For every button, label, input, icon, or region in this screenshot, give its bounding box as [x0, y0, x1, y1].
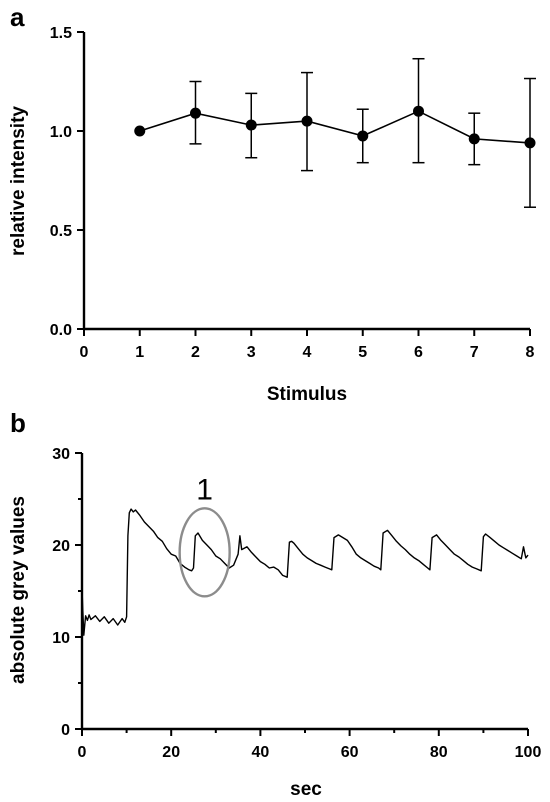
panel-a-axes: 0.0 0.5 1.0 1.5 0 1 2 3 4 5 6 7 8: [50, 25, 535, 361]
panel-b-annotation-ellipse: [178, 507, 231, 598]
panel-a-xlabel: Stimulus: [267, 384, 347, 405]
panel-a-xtick-label: 5: [358, 344, 367, 361]
panel-a-ytick-label: 0.0: [50, 322, 72, 339]
panel-b-xlabel: sec: [290, 779, 322, 800]
panel-b-chart: b absolute grey values sec 0 10 20 30 0 20 40 6…: [8, 408, 541, 800]
panel-b-letter: b: [10, 408, 26, 438]
panel-b-ylabel: absolute grey values: [8, 496, 29, 684]
panel-a-xtick-label: 8: [526, 344, 535, 361]
panel-a-ylabel: relative intensity: [8, 106, 29, 256]
panel-a-chart: a relative intensity Stimulus 0.0 0.5 1.0 1…: [8, 2, 536, 405]
panel-a-data-point: [245, 119, 257, 131]
panel-b-ytick-label: 30: [52, 446, 70, 463]
panel-a-data-point: [134, 125, 146, 137]
panel-a-xtick-label: 6: [414, 344, 423, 361]
panel-a-series-line: [139, 110, 531, 144]
panel-a-letter: a: [10, 2, 25, 32]
panel-a-ytick-label: 0.5: [50, 223, 72, 240]
panel-b-ytick-label: 20: [52, 538, 70, 555]
panel-b-xtick-label: 40: [252, 744, 270, 761]
panel-a-xtick-label: 7: [470, 344, 479, 361]
panel-b-xtick-label: 100: [515, 744, 542, 761]
panel-a-xtick-label: 1: [135, 344, 144, 361]
panel-a-data-point: [357, 130, 369, 142]
panel-a-data-point: [301, 115, 313, 127]
panel-b-ytick-label: 0: [61, 722, 70, 739]
panel-b-xtick-label: 60: [341, 744, 359, 761]
panel-b-ytick-label: 10: [52, 630, 70, 647]
panel-b-xtick-label: 80: [430, 744, 448, 761]
panel-a-marks: [134, 57, 536, 208]
panel-a-data-point: [190, 107, 201, 119]
panel-a-ytick-label: 1.5: [50, 25, 72, 42]
panel-b-annotation-label: 1: [196, 473, 213, 506]
panel-a-xtick-label: 0: [80, 344, 89, 361]
panel-a-xtick-label: 4: [303, 344, 312, 361]
panel-b-marks: 1: [81, 473, 529, 636]
panel-a-ytick-label: 1.0: [50, 124, 72, 141]
panel-b-axes: 0 10 20 30 0 20 40 60 80 100: [52, 446, 541, 761]
panel-a-xtick-label: 3: [247, 344, 256, 361]
panel-a-data-point: [413, 105, 424, 117]
panel-b-xtick-label: 0: [78, 744, 87, 761]
panel-a-data-point: [468, 133, 480, 145]
panel-a-data-point: [524, 137, 536, 149]
panel-b-xtick-label: 20: [162, 744, 180, 761]
panel-a-xtick-label: 2: [191, 344, 200, 361]
panel-b-trace: [81, 508, 529, 636]
